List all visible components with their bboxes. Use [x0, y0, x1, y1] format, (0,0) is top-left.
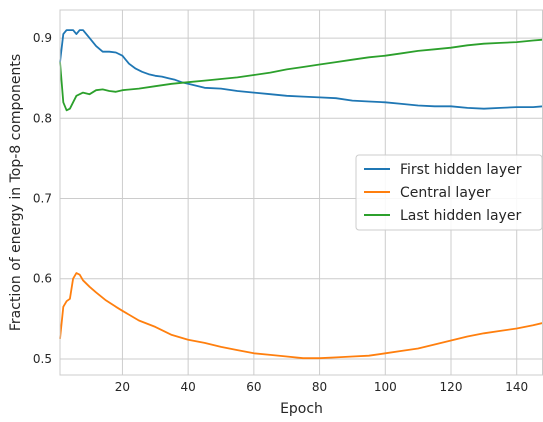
series-line-3: [59, 38, 543, 112]
legend: First hidden layer Central layer Last hidd…: [355, 154, 543, 231]
legend-box: [355, 154, 543, 231]
legend-label: First hidden layer: [400, 162, 522, 178]
y-axis-label: Fraction of energy in Top-8 components: [8, 54, 24, 331]
y-tick-label: 0.6: [33, 272, 52, 286]
y-tick-label: 0.8: [33, 111, 52, 125]
y-tick-label: 0.5: [33, 352, 52, 366]
x-axis-label: Epoch: [280, 401, 323, 417]
y-tick-label: 0.7: [33, 192, 52, 206]
legend-label: Last hidden layer: [400, 208, 521, 224]
x-tick-label: 60: [246, 380, 261, 394]
grid: [60, 10, 543, 375]
y-tick-label: 0.9: [33, 31, 52, 45]
x-tick-label: 20: [115, 380, 130, 394]
x-tick-label: 140: [505, 380, 528, 394]
series-line-1: [59, 29, 543, 110]
x-tick-label: 100: [374, 380, 397, 394]
series-line-2: [59, 272, 543, 360]
legend-label: Central layer: [400, 185, 491, 201]
x-tick-label: 80: [312, 380, 327, 394]
axes: 0.5 0.6 0.7 0.8 0.9 20 40 60 80 100 120 140: [33, 9, 543, 394]
series-lines: [59, 29, 543, 360]
x-tick-label: 40: [181, 380, 196, 394]
x-tick-label: 120: [440, 380, 463, 394]
